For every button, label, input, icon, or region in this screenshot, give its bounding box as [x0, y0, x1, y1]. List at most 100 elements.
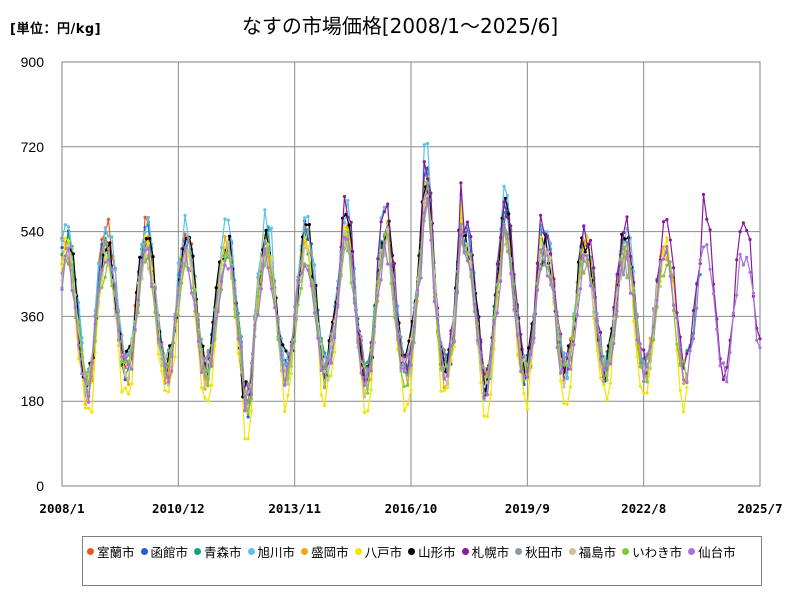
series-point [183, 262, 187, 266]
series-point [442, 389, 446, 393]
series-point [299, 271, 303, 275]
series-point [77, 301, 81, 305]
series-point [103, 275, 107, 279]
series-point [565, 352, 569, 356]
series-point [605, 398, 609, 402]
series-point [446, 386, 450, 390]
series-point [376, 257, 380, 261]
series-point [168, 344, 172, 348]
series-point [422, 143, 426, 147]
series-point [565, 402, 569, 406]
series-point [502, 200, 506, 204]
series-point [455, 290, 460, 295]
series-point [67, 239, 71, 243]
series-point [379, 248, 383, 252]
series-point [582, 271, 586, 275]
series-point [326, 355, 330, 359]
series-point [655, 279, 659, 283]
series-point [562, 385, 566, 389]
legend-marker-icon [408, 548, 416, 555]
series-point [239, 344, 244, 349]
series-point [180, 261, 184, 265]
series-point [459, 222, 463, 227]
series-point [442, 385, 446, 390]
series-point [156, 337, 160, 341]
series-point [376, 280, 380, 284]
series-point [148, 236, 152, 240]
series-point [326, 378, 330, 382]
series-point [263, 239, 267, 243]
x-tick-label: 2013/11 [268, 501, 321, 516]
series-point [439, 389, 443, 393]
series-point [186, 236, 190, 240]
series-point [588, 238, 593, 242]
series-point [213, 322, 217, 326]
series-point [263, 247, 267, 251]
series-point [608, 343, 613, 347]
series-point [559, 371, 563, 375]
series-point [642, 379, 646, 383]
chart-title: なすの市場価格[2008/1〜2025/6] [241, 14, 559, 38]
series-point [264, 228, 268, 232]
series-point [402, 370, 406, 374]
series-point [522, 374, 526, 378]
series-point [369, 369, 373, 373]
series-point [193, 288, 197, 292]
series-point [136, 275, 140, 279]
series-point [529, 352, 533, 357]
series-point [214, 286, 218, 290]
series-point [745, 255, 749, 259]
series-point [731, 311, 736, 315]
series-point [151, 255, 155, 259]
series-point [755, 338, 759, 342]
legend-item: 青森市 [194, 541, 242, 562]
series-point [359, 335, 363, 339]
series-point [632, 319, 636, 323]
series-point [120, 339, 124, 344]
series-point [578, 287, 583, 291]
series-point [366, 391, 370, 395]
series-point [675, 342, 679, 346]
series-point [140, 242, 144, 246]
series-point [446, 374, 450, 378]
series-point [489, 392, 493, 396]
series-point [495, 311, 499, 315]
legend-label: 秋田市 [525, 545, 563, 560]
series-point [196, 339, 200, 344]
series-point [306, 214, 310, 219]
series-point [166, 383, 170, 387]
series-point [738, 252, 742, 256]
series-point [559, 335, 563, 339]
series-point [623, 237, 627, 241]
series-point [160, 369, 164, 373]
series-point [665, 236, 669, 240]
series-point [130, 382, 134, 386]
series-point [505, 232, 509, 236]
series-point [333, 350, 337, 354]
series-point [426, 181, 430, 185]
series-point [628, 265, 633, 269]
series-point [293, 340, 297, 344]
series-point [701, 192, 706, 197]
series-point [283, 409, 287, 414]
series-point [462, 250, 466, 254]
series-point [219, 279, 224, 283]
series-point [346, 215, 350, 219]
series-point [432, 299, 436, 303]
series-point [645, 352, 649, 356]
series-point [206, 348, 210, 353]
series-point [695, 306, 699, 310]
series-point [342, 194, 347, 199]
series-point [323, 385, 327, 389]
series-point [233, 286, 237, 290]
series-point [519, 332, 523, 336]
series-point [156, 352, 160, 356]
series-point [725, 380, 729, 384]
series-point [583, 250, 587, 254]
series-point [386, 234, 390, 238]
series-point [83, 378, 87, 382]
series-point [200, 349, 204, 353]
series-point [698, 258, 702, 262]
series-point [595, 342, 599, 346]
series-point [349, 220, 353, 224]
